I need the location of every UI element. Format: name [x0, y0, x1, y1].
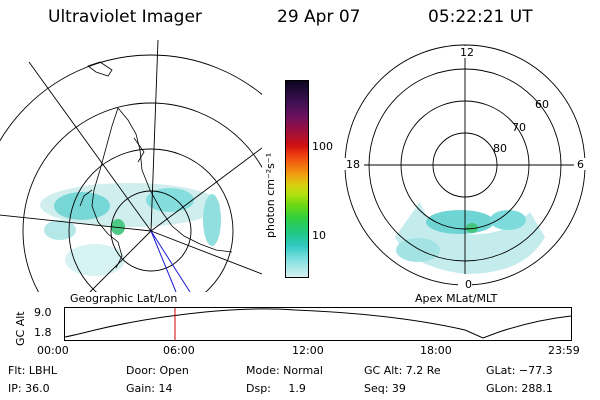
info-ip: IP: 36.0 — [8, 382, 50, 395]
app-title: Ultraviolet Imager — [48, 7, 202, 27]
gc-alt-axis-label: GC Alt — [14, 311, 27, 346]
colorbar-tick-100: 100 — [312, 140, 333, 153]
altitude-curve — [65, 308, 571, 340]
mlat-label-70: 70 — [512, 121, 526, 134]
info-dsp: Dsp: 1.9 — [246, 382, 306, 395]
info-door: Door: Open — [126, 364, 189, 377]
aurora-emission-mag — [395, 202, 545, 274]
geographic-map — [0, 39, 262, 292]
mlt-label-18: 18 — [346, 158, 360, 171]
colorbar-label: photon cm⁻²s⁻¹ — [264, 152, 277, 238]
time-tick-18: 18:00 — [420, 344, 452, 357]
mlt-label-12: 12 — [460, 46, 474, 59]
colorbar — [285, 80, 309, 278]
aurora-emission-geo — [40, 183, 221, 276]
time-tick-06: 06:00 — [163, 344, 195, 357]
mag-plot-label: Apex MLat/MLT — [415, 292, 498, 305]
longitude-grid — [0, 39, 262, 292]
altitude-strip — [64, 307, 572, 341]
info-gain: Gain: 14 — [126, 382, 173, 395]
latitude-grid — [0, 54, 262, 292]
mlat-label-60: 60 — [535, 98, 549, 111]
time-tick-2359: 23:59 — [548, 344, 580, 357]
info-glat: GLat: −77.3 — [486, 364, 553, 377]
mlt-label-6: 6 — [577, 158, 584, 171]
gc-alt-tick-1-8: 1.8 — [34, 326, 52, 339]
mlt-label-0: 0 — [465, 278, 472, 291]
info-seq: Seq: 39 — [364, 382, 406, 395]
info-gc-alt: GC Alt: 7.2 Re — [364, 364, 441, 377]
info-mode: Mode: Normal — [246, 364, 323, 377]
date-label: 29 Apr 07 — [277, 7, 361, 27]
colorbar-tick-10: 10 — [312, 229, 326, 242]
gc-alt-tick-9: 9.0 — [34, 306, 52, 319]
mlt-grid — [345, 45, 585, 285]
info-filter: Flt: LBHL — [8, 364, 57, 377]
magnetic-polar-plot — [344, 44, 586, 286]
sun-direction-line — [150, 230, 191, 292]
mlat-label-80: 80 — [493, 142, 507, 155]
geo-map-label: Geographic Lat/Lon — [70, 292, 178, 305]
coastline — [79, 61, 233, 269]
info-glon: GLon: 288.1 — [486, 382, 553, 395]
time-label: 05:22:21 UT — [428, 7, 533, 27]
time-tick-12: 12:00 — [292, 344, 324, 357]
time-tick-00: 00:00 — [37, 344, 69, 357]
